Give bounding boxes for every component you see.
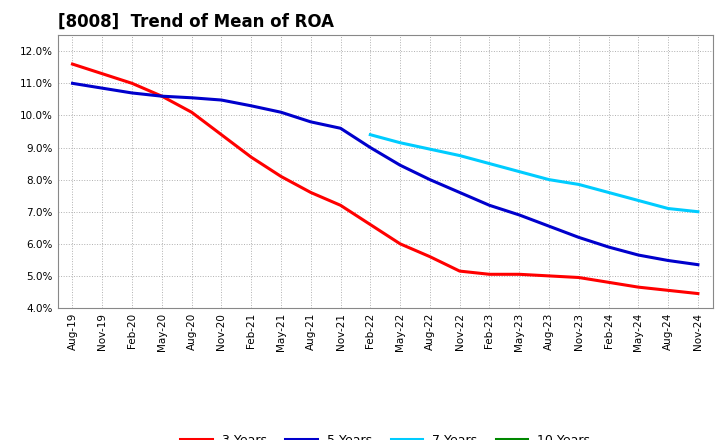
Text: [8008]  Trend of Mean of ROA: [8008] Trend of Mean of ROA: [58, 13, 333, 31]
Legend: 3 Years, 5 Years, 7 Years, 10 Years: 3 Years, 5 Years, 7 Years, 10 Years: [176, 429, 595, 440]
